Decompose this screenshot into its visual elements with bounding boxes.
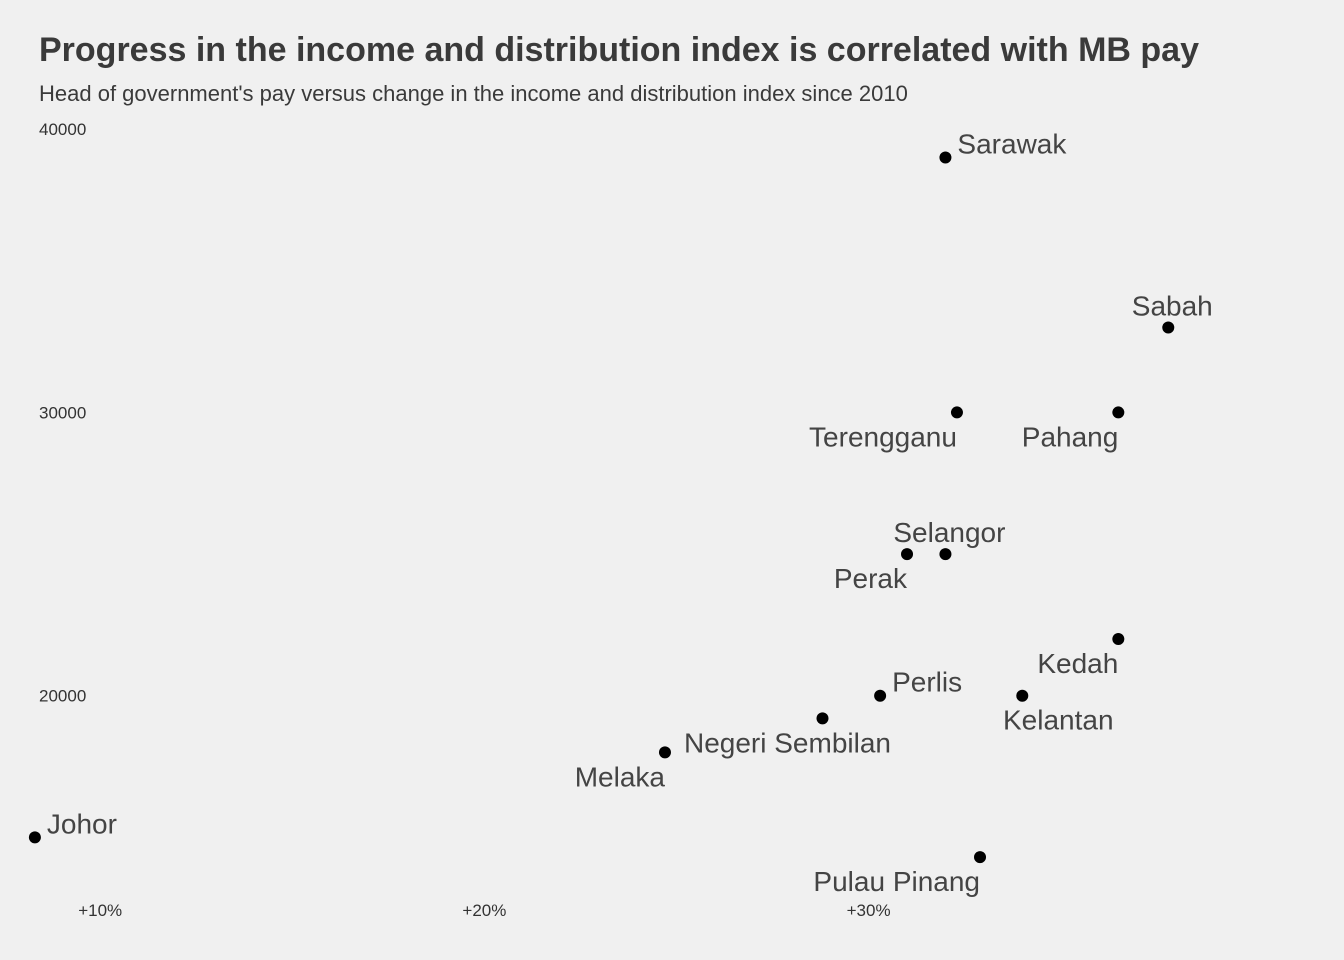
data-point (1112, 633, 1125, 646)
data-point (1112, 406, 1125, 419)
point-label: Terengganu (809, 421, 957, 452)
data-point (939, 548, 952, 561)
chart-subtitle: Head of government's pay versus change i… (39, 81, 908, 106)
data-points (28, 151, 1175, 864)
data-point (974, 851, 987, 864)
data-point (816, 712, 829, 725)
x-tick-label: +10% (78, 901, 122, 920)
data-point (874, 689, 887, 702)
point-label: Pulau Pinang (813, 866, 980, 897)
point-label: Kelantan (1003, 705, 1114, 736)
point-label: Johor (47, 808, 117, 839)
x-tick-label: +30% (847, 901, 891, 920)
point-label: Selangor (893, 517, 1005, 548)
data-point (658, 746, 671, 759)
data-point (1162, 321, 1175, 334)
x-axis-ticks: +10% +20% +30% (78, 901, 890, 920)
y-tick-label: 30000 (39, 403, 86, 422)
point-label: Perlis (892, 667, 962, 698)
point-label: Sarawak (957, 128, 1067, 159)
point-label: Pahang (1022, 421, 1119, 452)
chart-title: Progress in the income and distribution … (39, 31, 1199, 69)
data-point (901, 548, 914, 561)
y-axis-ticks: 20000 30000 40000 (39, 120, 86, 706)
y-tick-label: 40000 (39, 120, 86, 139)
data-point (28, 831, 41, 844)
point-labels: Sarawak Sabah Terengganu Pahang Selangor Pera… (47, 128, 1213, 897)
data-point (1016, 689, 1029, 702)
point-label: Perak (834, 563, 908, 594)
point-label: Negeri Sembilan (684, 727, 891, 758)
point-label: Kedah (1037, 648, 1118, 679)
x-tick-label: +20% (462, 901, 506, 920)
point-label: Melaka (575, 761, 666, 792)
y-tick-label: 20000 (39, 687, 86, 706)
data-point (939, 151, 952, 164)
point-label: Sabah (1132, 290, 1213, 321)
data-point (950, 406, 963, 419)
